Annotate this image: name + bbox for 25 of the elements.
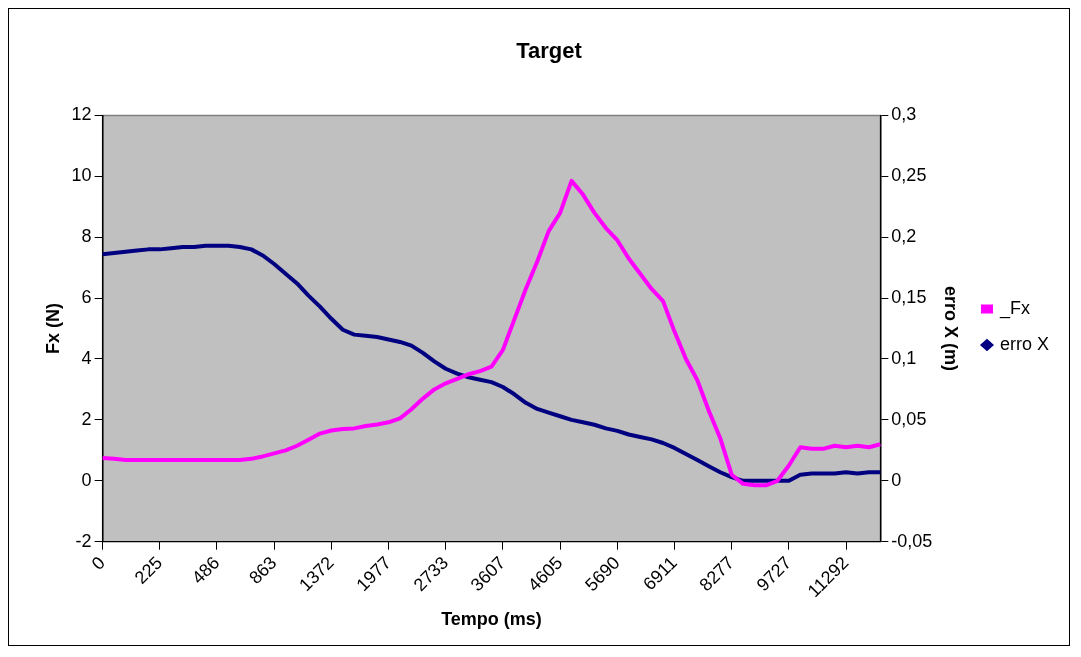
y2-tick-label: 0	[891, 469, 902, 490]
y-tick-label: 4	[81, 347, 92, 368]
y-tick-label: -2	[75, 530, 92, 551]
y2-tick-label: 0,3	[891, 104, 917, 125]
x-tick-label: 486	[187, 552, 224, 588]
y-tick-label: 0	[81, 469, 92, 490]
y2-tick-label: 0,2	[891, 226, 917, 247]
legend-label: erro X	[999, 333, 1050, 354]
y2-axis-title: erro X (m)	[941, 286, 962, 372]
y2-tick-label: 0,15	[891, 287, 927, 308]
y-axis-title: Fx (N)	[42, 303, 63, 355]
y2-tick-label: 0,1	[891, 347, 917, 368]
y-tick-label: 12	[71, 104, 92, 125]
chart-title: Target	[516, 38, 583, 64]
x-tick-label: 863	[245, 552, 281, 588]
y-tick-label: 2	[81, 408, 92, 429]
y-tick-label: 8	[81, 226, 92, 247]
x-tick-label: 225	[130, 552, 167, 588]
y-tick-label: 6	[81, 287, 92, 308]
legend-label: _Fx	[998, 297, 1030, 319]
y-tick-label: 10	[71, 165, 92, 186]
y2-tick-label: 0,05	[891, 408, 927, 429]
y2-tick-label: 0,25	[891, 165, 927, 186]
x-axis-title: Tempo (ms)	[441, 609, 542, 630]
y2-tick-label: -0,05	[891, 530, 933, 551]
